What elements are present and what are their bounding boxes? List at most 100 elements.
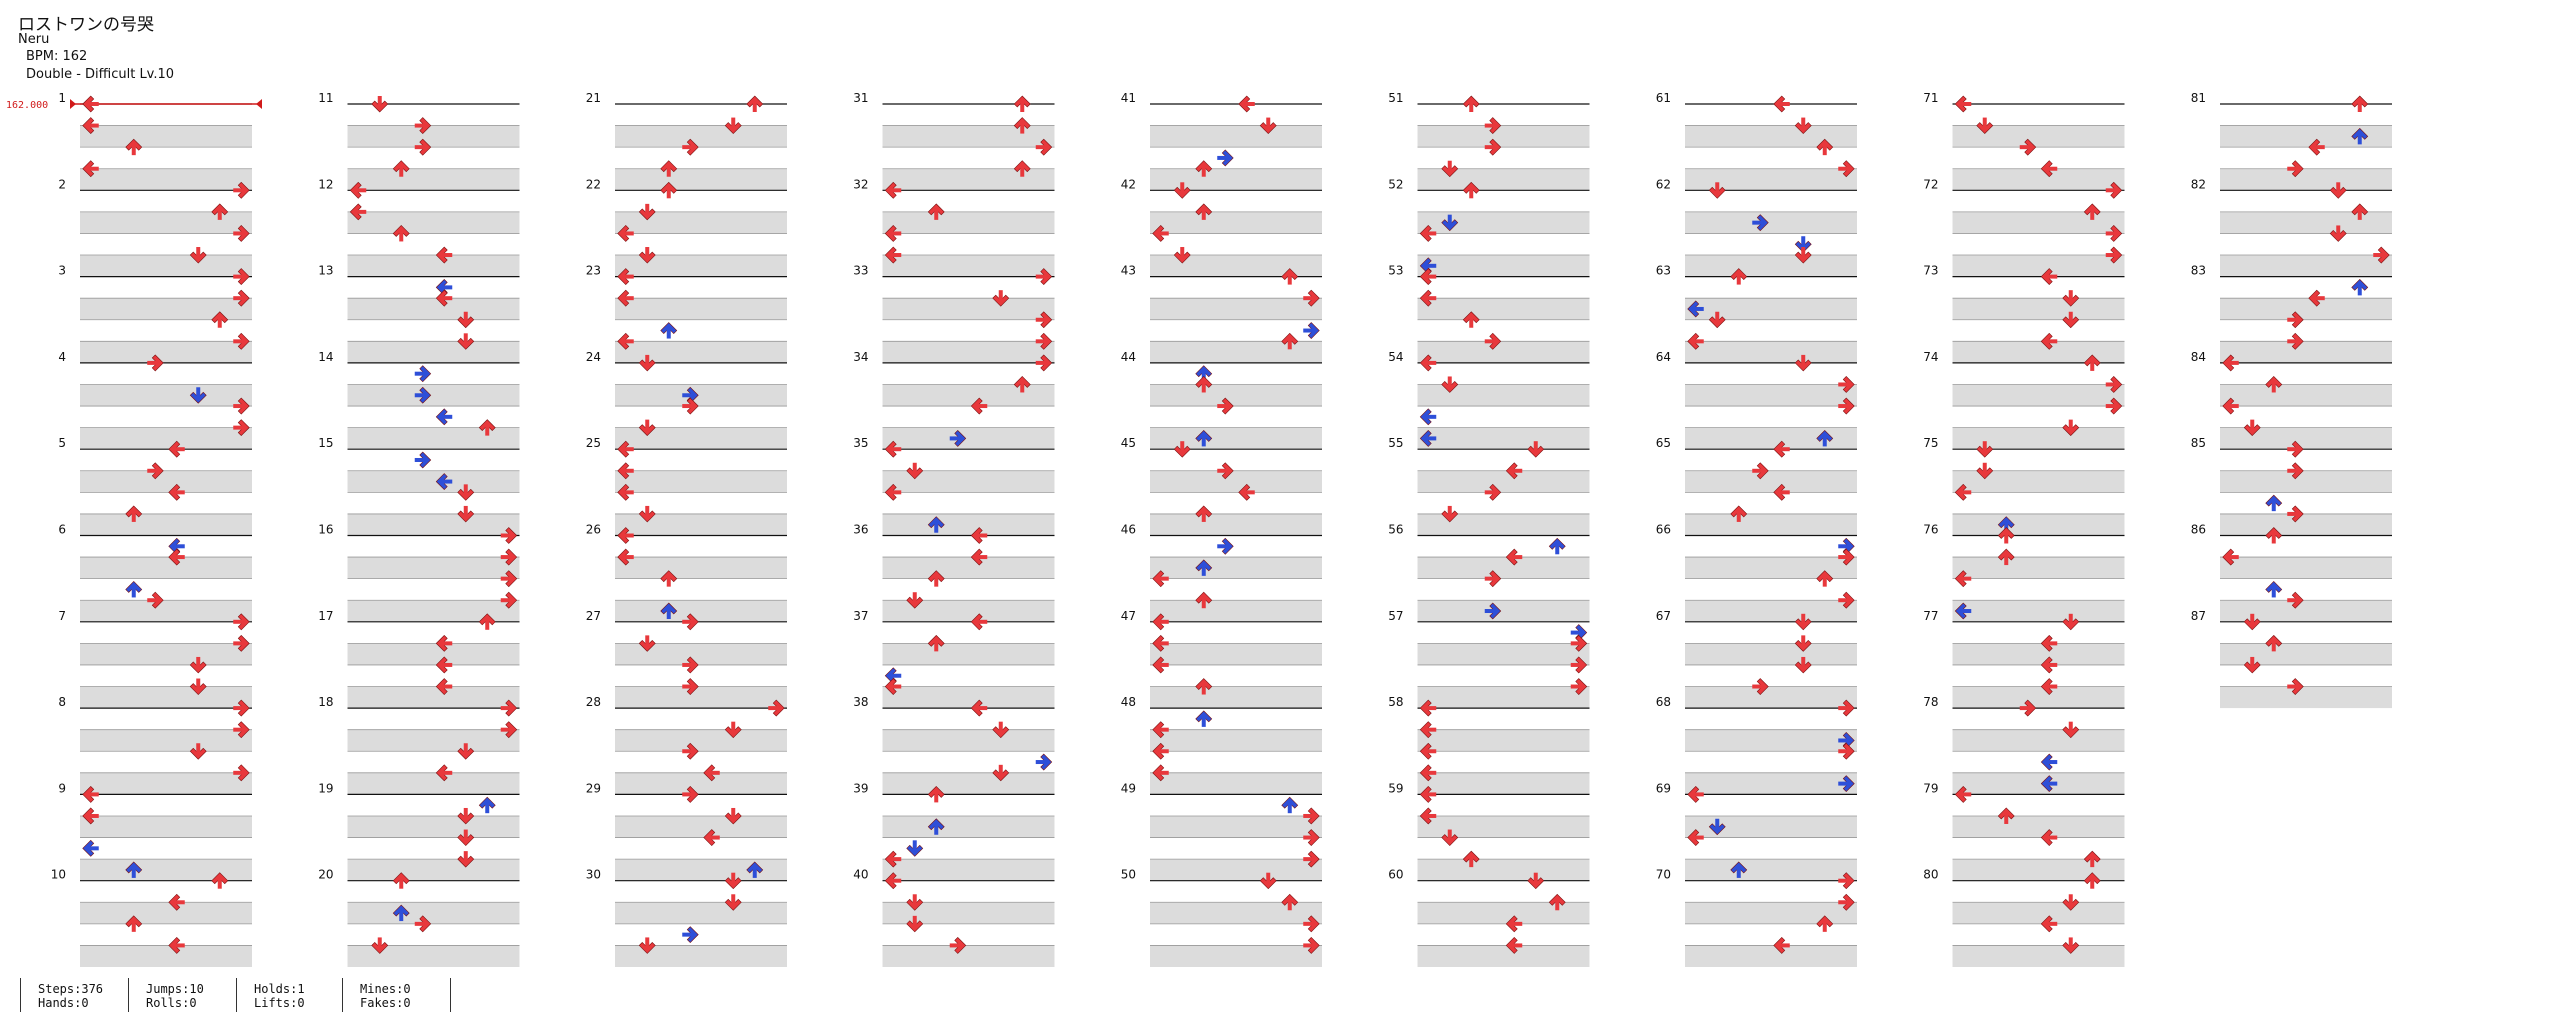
beat-stripe [615, 470, 787, 493]
measure: 82 [2191, 177, 2392, 277]
beat-stripe [1150, 513, 1322, 536]
measure: 23 [586, 264, 787, 363]
note-arrow-icon [884, 181, 902, 199]
note-arrow-icon [1505, 462, 1523, 480]
measure: 20 [318, 868, 520, 967]
stat-rolls: Rolls:0 [146, 996, 197, 1010]
note-arrow-icon [1281, 332, 1299, 350]
note-arrow-icon [1259, 117, 1277, 134]
beat-stripe [1685, 772, 1857, 795]
note-arrow-icon [414, 386, 432, 404]
note-arrow-icon [1217, 397, 1234, 415]
song-title: ロストワンの号哭 [18, 15, 154, 35]
note-arrow-icon [617, 440, 634, 458]
beat-stripe [1150, 255, 1322, 277]
beat-stripe [882, 168, 1055, 191]
measure: 10 [51, 868, 252, 967]
measure: 14 [318, 350, 520, 450]
measure-number: 44 [1121, 350, 1136, 364]
measure-number: 26 [586, 523, 601, 537]
note-arrow-icon [2243, 613, 2261, 631]
note-arrow-icon [435, 473, 453, 490]
beat-stripe [615, 859, 787, 881]
note-arrow-icon [1997, 527, 2015, 544]
note-arrow-icon [660, 570, 678, 587]
note-arrow-icon [992, 721, 1010, 739]
stat-jumps: Jumps:10 [146, 982, 204, 996]
measure-number: 86 [2191, 523, 2206, 537]
beat-stripe [615, 729, 787, 752]
note-arrow-icon [125, 915, 143, 932]
note-arrow-icon [233, 225, 250, 242]
step-chart: 1234567891011121314151617181920212223242… [6, 91, 2392, 967]
note-arrow-icon [1794, 247, 1812, 264]
measure: 33 [853, 264, 1055, 363]
note-arrow-icon [1462, 850, 1480, 868]
note-arrow-icon [724, 117, 742, 134]
beat-stripe [882, 298, 1055, 320]
note-arrow-icon [435, 289, 453, 307]
beat-stripe [1952, 125, 2125, 148]
measure-number: 33 [853, 264, 868, 278]
measure: 16 [318, 523, 520, 622]
measure: 50 [1121, 868, 1322, 967]
note-arrow-icon [392, 225, 410, 242]
measure-number: 25 [586, 436, 601, 450]
note-arrow-icon [1570, 678, 1588, 695]
note-arrow-icon [1419, 225, 1437, 242]
note-arrow-icon [1303, 289, 1320, 307]
note-arrow-icon [2351, 127, 2369, 145]
measure: 39 [853, 781, 1055, 881]
note-arrow-icon [2040, 775, 2058, 793]
measure: 55 [1388, 436, 1590, 536]
note-arrow-icon [1238, 483, 1255, 501]
measure: 4 [58, 350, 252, 450]
note-arrow-icon [168, 937, 185, 954]
measure-number: 59 [1388, 781, 1403, 795]
measure: 18 [318, 695, 520, 795]
note-arrow-icon [660, 160, 678, 177]
measure: 36 [853, 523, 1055, 622]
note-arrow-icon [1217, 149, 1234, 167]
note-arrow-icon [2287, 332, 2304, 350]
note-arrow-icon [414, 451, 432, 469]
beat-stripe [1952, 643, 2125, 665]
note-arrow-icon [1708, 818, 1726, 836]
note-arrow-icon [233, 721, 250, 739]
measure: 57 [1388, 609, 1590, 709]
stat-mines: Mines:0 [360, 982, 411, 996]
measure: 87 [2191, 609, 2392, 709]
note-arrow-icon [82, 785, 99, 803]
note-arrow-icon [414, 915, 432, 933]
note-arrow-icon [1838, 775, 1855, 793]
note-arrow-icon [2265, 527, 2283, 544]
beat-stripe [80, 427, 252, 450]
note-arrow-icon [927, 785, 945, 803]
measure: 45 [1121, 436, 1322, 536]
note-arrow-icon [147, 462, 164, 480]
beat-stripe [615, 125, 787, 148]
measure: 64 [1656, 350, 1857, 450]
measure: 76 [1923, 523, 2125, 622]
note-arrow-icon [1195, 591, 1213, 609]
note-arrow-icon [1954, 570, 1972, 588]
beat-stripe [2220, 643, 2392, 665]
note-arrow-icon [1303, 807, 1320, 825]
measure: 34 [853, 350, 1055, 450]
note-arrow-icon [1752, 214, 1769, 232]
beat-stripe [882, 427, 1055, 450]
measure-number: 47 [1121, 609, 1136, 623]
note-arrow-icon [2083, 872, 2101, 889]
note-arrow-icon [1152, 225, 1169, 242]
note-arrow-icon [1838, 397, 1855, 415]
note-arrow-icon [1548, 537, 1566, 555]
beat-stripe [1685, 341, 1857, 363]
note-arrow-icon [1752, 462, 1769, 480]
note-arrow-icon [1505, 548, 1523, 566]
beat-stripe [615, 427, 787, 450]
measure: 49 [1121, 781, 1322, 881]
note-arrow-icon [2105, 225, 2123, 242]
note-arrow-icon [682, 613, 699, 631]
measure-number: 68 [1656, 695, 1671, 709]
note-arrow-icon [1730, 861, 1748, 878]
